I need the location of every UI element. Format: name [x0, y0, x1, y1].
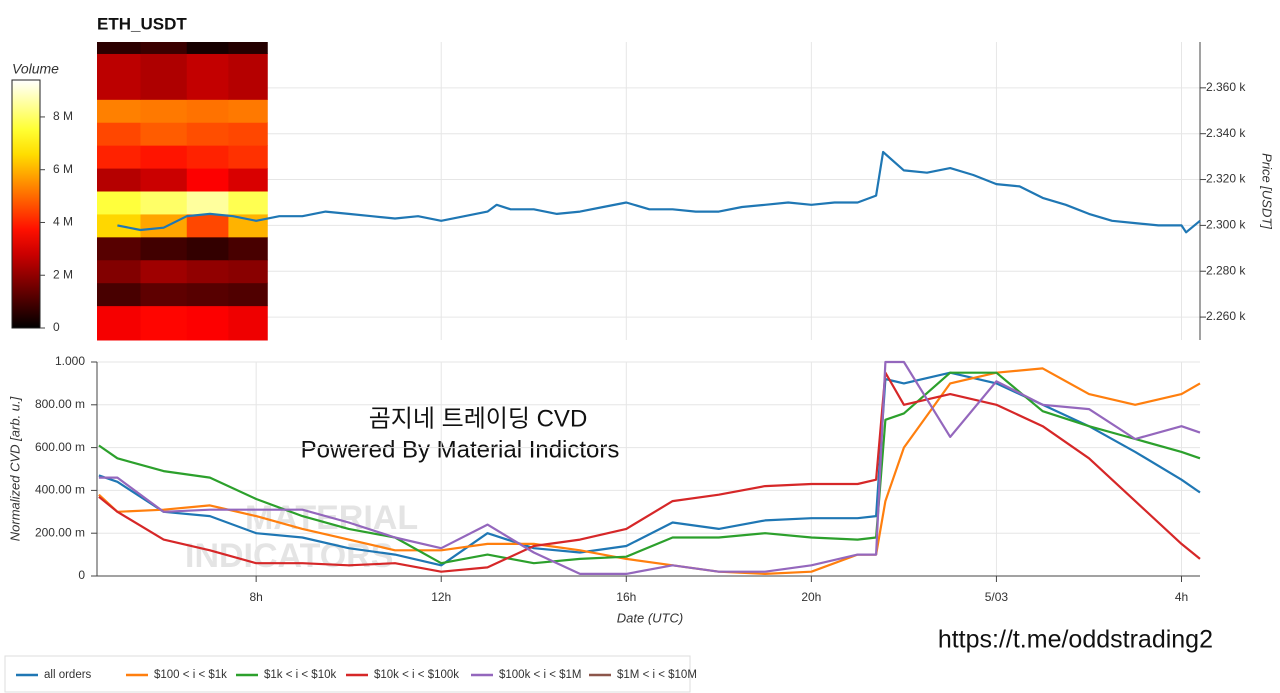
heatmap-cell — [228, 168, 268, 192]
legend-label: $1k < i < $10k — [264, 669, 336, 681]
heatmap-cell — [97, 305, 141, 341]
y-tick-label: 2.320 k — [1206, 172, 1246, 186]
heatmap-cell — [186, 145, 229, 169]
heatmap-cell — [97, 42, 141, 54]
x-tick-label: 8h — [249, 590, 262, 604]
heatmap-cell — [140, 305, 188, 341]
heatmap-cell — [228, 53, 268, 100]
heatmap-cell — [228, 191, 268, 215]
legend-label: all orders — [44, 669, 92, 681]
heatmap-cell — [97, 259, 141, 284]
heatmap-cell — [140, 191, 188, 215]
heatmap-cell — [186, 305, 229, 341]
heatmap-cell — [97, 145, 141, 169]
heatmap-cell — [228, 42, 268, 54]
annotation: 곰지네 트레이딩 CVD — [369, 405, 588, 432]
heatmap-cell — [228, 259, 268, 284]
heatmap-cell — [140, 168, 188, 192]
colorbar — [11, 79, 41, 329]
legend-label: $10k < i < $100k — [374, 669, 459, 681]
colorbar-tick-label: 2 M — [53, 267, 73, 281]
x-tick-label: 4h — [1175, 590, 1188, 604]
heatmap-cell — [186, 236, 229, 261]
colorbar-label: Volume — [12, 61, 59, 77]
heatmap-cell — [140, 236, 188, 261]
x-tick-label: 20h — [801, 590, 821, 604]
legend: all orders $100 < i < $1k $1k < i < $10k $1… — [16, 669, 697, 681]
heatmap-cell — [186, 53, 229, 100]
colorbar-tick-label: 8 M — [53, 109, 73, 123]
y-tick-label: 2.300 k — [1206, 218, 1246, 232]
y-tick-label: 200.00 m — [35, 525, 85, 539]
heatmap-cell — [140, 53, 188, 100]
heatmap-cell — [186, 99, 229, 123]
heatmap-cell — [140, 42, 188, 54]
heatmap-cell — [186, 213, 229, 238]
x-tick-label: 12h — [431, 590, 451, 604]
x-tick-label: 5/03 — [985, 590, 1009, 604]
y-tick-label: 2.360 k — [1206, 80, 1246, 94]
heatmap-cell — [186, 42, 229, 54]
heatmap-cell — [186, 122, 229, 146]
heatmap-cell — [140, 99, 188, 123]
heatmap-cell — [228, 99, 268, 123]
heatmap-cell — [228, 122, 268, 146]
heatmap-cell — [97, 99, 141, 123]
legend-box — [4, 655, 691, 693]
heatmap-cell — [140, 213, 188, 238]
y-tick-label: 2.340 k — [1206, 126, 1246, 140]
y-tick-label: 2.280 k — [1206, 263, 1246, 277]
heatmap-cell — [186, 259, 229, 284]
annotation: Powered By Material Indictors — [301, 436, 620, 463]
heatmap-cell — [186, 191, 229, 215]
heatmap-cell — [228, 305, 268, 341]
y-tick-label: 0 — [78, 568, 85, 582]
heatmap-cell — [228, 236, 268, 261]
heatmap-cell — [140, 259, 188, 284]
heatmap-cell — [97, 191, 141, 215]
chart-title: ETH_USDT — [97, 14, 187, 33]
y-axis-label: Price [USDT] — [1260, 153, 1275, 229]
y-tick-label: 800.00 m — [35, 397, 85, 411]
y-tick-label: 600.00 m — [35, 440, 85, 454]
colorbar-tick-label: 4 M — [53, 215, 73, 229]
y-tick-label: 2.260 k — [1206, 309, 1246, 323]
heatmap-cell — [97, 168, 141, 192]
cvd-line — [98, 371, 1201, 573]
legend-label: $100 < i < $1k — [154, 669, 227, 681]
heatmap-cell — [140, 282, 188, 307]
legend-label: $100k < i < $1M — [499, 669, 581, 681]
colorbar-tick-label: 6 M — [53, 162, 73, 176]
y-tick-label: 400.00 m — [35, 483, 85, 497]
heatmap-cell — [228, 145, 268, 169]
legend-label: $1M < i < $10M — [617, 669, 697, 681]
cvd-line — [98, 360, 1201, 575]
heatmap-cell — [140, 122, 188, 146]
colorbar-tick-label: 0 — [53, 320, 60, 334]
heatmap-cell — [97, 236, 141, 261]
x-tick-label: 16h — [616, 590, 636, 604]
heatmap-cell — [186, 168, 229, 192]
watermark: INDICATORS — [185, 537, 393, 575]
link: https://t.me/oddstrading2 — [938, 626, 1213, 654]
heatmap-cell — [97, 53, 141, 100]
y-axis-label: Normalized CVD [arb. u.] — [7, 396, 22, 541]
x-axis-label: Date (UTC) — [617, 610, 683, 625]
y-tick-label: 1.000 — [55, 354, 85, 368]
heatmap-cell — [228, 282, 268, 307]
heatmap-cell — [186, 282, 229, 307]
price-line — [117, 150, 1201, 234]
heatmap-cell — [97, 282, 141, 307]
heatmap-cell — [140, 145, 188, 169]
heatmap-cell — [97, 122, 141, 146]
